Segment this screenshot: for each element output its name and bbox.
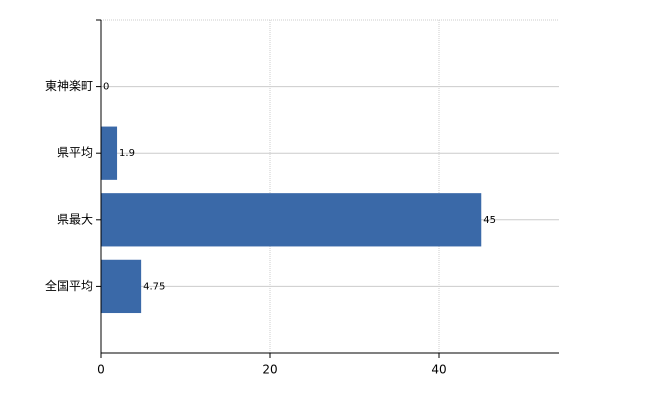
- bar: [101, 193, 482, 247]
- value-label: 0: [103, 82, 109, 93]
- value-label: 4.75: [143, 281, 165, 292]
- y-tick-label: 県平均: [57, 146, 93, 160]
- x-tick-label: 0: [97, 363, 105, 377]
- value-label: 45: [483, 215, 496, 226]
- bar: [101, 126, 118, 180]
- bar: [101, 259, 142, 314]
- x-tick-label: 40: [431, 363, 446, 377]
- y-tick-label: 県最大: [57, 212, 93, 226]
- y-tick-label: 全国平均: [45, 278, 93, 293]
- value-label: 1.9: [119, 148, 135, 159]
- y-tick-label: 東神楽町: [45, 79, 93, 93]
- x-tick-label: 20: [262, 363, 277, 377]
